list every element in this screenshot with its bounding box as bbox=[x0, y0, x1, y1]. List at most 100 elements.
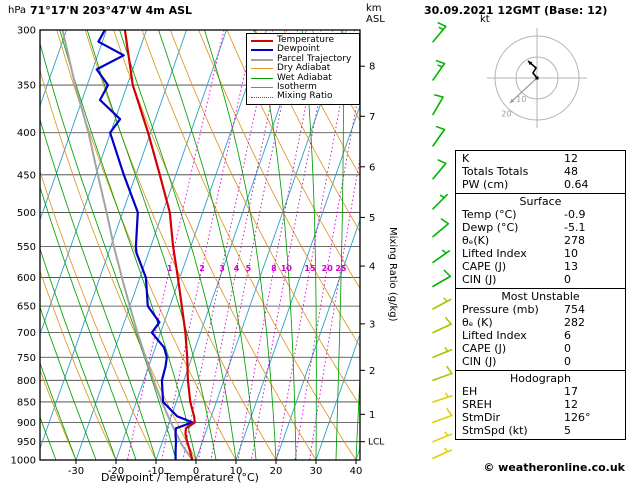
section-title: Most Unstable bbox=[501, 290, 580, 303]
svg-text:3: 3 bbox=[369, 319, 375, 330]
stat-row: CAPE (J) 0 bbox=[456, 342, 625, 355]
temperature-curve bbox=[123, 30, 196, 460]
legend-label: Wet Adiabat bbox=[277, 72, 332, 83]
stat-value: 126° bbox=[564, 411, 591, 424]
stat-row: Totals Totals 48 bbox=[456, 165, 625, 178]
stat-label: StmDir bbox=[462, 411, 501, 424]
temperature-line-swatch bbox=[251, 39, 273, 42]
pressure-unit-label: hPa bbox=[8, 5, 27, 16]
stat-label: CAPE (J) bbox=[462, 260, 507, 273]
dewpoint-line-swatch bbox=[251, 49, 273, 52]
svg-text:8: 8 bbox=[369, 62, 375, 73]
stat-value: 12 bbox=[564, 398, 578, 411]
legend-row-parcel: Parcel Trajectory bbox=[251, 54, 355, 64]
stat-row: Temp (°C) -0.9 bbox=[456, 208, 625, 221]
stat-label: Lifted Index bbox=[462, 247, 527, 260]
copyright-credit: © weatheronline.co.uk bbox=[483, 461, 625, 474]
stat-label: θₑ(K) bbox=[462, 234, 490, 247]
datetime-title: 30.09.2021 12GMT (Base: 12) bbox=[424, 4, 608, 17]
mixing_ratio-line-swatch bbox=[251, 96, 273, 98]
legend-label: Dry Adiabat bbox=[277, 63, 331, 74]
legend-label: Dewpoint bbox=[277, 44, 320, 55]
stat-label: SREH bbox=[462, 398, 492, 411]
svg-text:1000: 1000 bbox=[11, 456, 36, 467]
svg-text:5: 5 bbox=[369, 213, 375, 224]
svg-text:5: 5 bbox=[246, 264, 252, 273]
legend-label: Mixing Ratio bbox=[277, 91, 333, 102]
storm-motion-vector bbox=[509, 77, 538, 104]
svg-text:1: 1 bbox=[369, 410, 375, 421]
stat-row: K 12 bbox=[456, 152, 625, 165]
stat-value: 17 bbox=[564, 385, 578, 398]
dry-adiabat-lines bbox=[40, 30, 360, 460]
stat-row: SREH 12 bbox=[456, 398, 625, 411]
stats-section-surface: Surface Temp (°C) -0.9 Dewp (°C) -5.1 θₑ(K) 27… bbox=[455, 193, 626, 289]
stat-value: -0.9 bbox=[564, 208, 586, 221]
svg-text:800: 800 bbox=[17, 376, 36, 387]
svg-text:1: 1 bbox=[167, 264, 173, 273]
hodograph: 10 20 kt bbox=[480, 14, 587, 128]
svg-text:7: 7 bbox=[369, 112, 375, 123]
isotherm-line-swatch bbox=[251, 87, 273, 89]
svg-text:950: 950 bbox=[17, 437, 36, 448]
sounding-profiles bbox=[61, 30, 196, 460]
legend-row-dry_adiabat: Dry Adiabat bbox=[251, 63, 355, 74]
lcl-label: LCL bbox=[368, 438, 384, 448]
svg-text:700: 700 bbox=[17, 328, 36, 339]
svg-text:650: 650 bbox=[17, 302, 36, 313]
legend-label: Temperature bbox=[277, 35, 335, 45]
svg-text:10: 10 bbox=[281, 264, 293, 273]
stat-value: 0 bbox=[564, 355, 571, 368]
mixing-ratio-lines bbox=[127, 30, 360, 460]
section-title: Surface bbox=[519, 195, 562, 208]
svg-text:15: 15 bbox=[304, 264, 316, 273]
svg-text:4: 4 bbox=[234, 264, 240, 273]
legend-row-temperature: Temperature bbox=[251, 35, 355, 45]
km-tick-labels: 8 7 6 5 4 3 2 1 LCL bbox=[360, 62, 384, 448]
stat-row: θₑ(K) 278 bbox=[456, 234, 625, 247]
stat-row: StmDir 126° bbox=[456, 411, 625, 424]
mixing-ratio-value-labels: 1 2 3 4 5 8 10 15 20 25 bbox=[167, 264, 347, 273]
svg-text:3: 3 bbox=[219, 264, 225, 273]
stat-label: StmSpd (kt) bbox=[462, 424, 528, 437]
svg-text:350: 350 bbox=[17, 81, 36, 92]
wind-barbs bbox=[432, 21, 453, 460]
stat-label: CIN (J) bbox=[462, 273, 497, 286]
pressure-tick-labels: 300 350 400 450 500 550 600 650 700 750 800 850 900 9… bbox=[11, 26, 36, 467]
stat-value: 13 bbox=[564, 260, 578, 273]
stat-value: 754 bbox=[564, 303, 585, 316]
svg-text:2: 2 bbox=[369, 366, 375, 377]
stat-value: 5 bbox=[564, 424, 571, 437]
stat-row: CIN (J) 0 bbox=[456, 355, 625, 368]
plot-border bbox=[39, 29, 361, 461]
legend-row-isotherm: Isotherm bbox=[251, 82, 355, 92]
svg-text:750: 750 bbox=[17, 353, 36, 364]
section-title: Hodograph bbox=[510, 372, 571, 385]
mixing-ratio-axis-label: Mixing Ratio (g/kg) bbox=[387, 227, 398, 322]
hodograph-unit-label: kt bbox=[480, 14, 490, 25]
stats-section-most-unstable: Most Unstable Pressure (mb) 754 θₑ (K) 282 Li… bbox=[455, 288, 626, 371]
stat-label: PW (cm) bbox=[462, 178, 509, 191]
parcel-line-swatch bbox=[251, 58, 273, 61]
stat-value: -5.1 bbox=[564, 221, 586, 234]
svg-text:300: 300 bbox=[17, 26, 36, 37]
svg-text:-30: -30 bbox=[68, 466, 84, 477]
svg-text:-20: -20 bbox=[108, 466, 124, 477]
stat-value: 278 bbox=[564, 234, 585, 247]
svg-text:20: 20 bbox=[501, 110, 511, 119]
stat-label: EH bbox=[462, 385, 478, 398]
stat-label: CAPE (J) bbox=[462, 342, 507, 355]
svg-text:2: 2 bbox=[199, 264, 205, 273]
stat-value: 12 bbox=[564, 152, 578, 165]
svg-text:400: 400 bbox=[17, 128, 36, 139]
stat-value: 10 bbox=[564, 247, 578, 260]
km-axis-unit: km bbox=[366, 3, 382, 14]
wet_adiabat-line-swatch bbox=[251, 77, 273, 79]
stat-row: PW (cm) 0.64 bbox=[456, 178, 625, 191]
stat-value: 6 bbox=[564, 329, 571, 342]
svg-text:-10: -10 bbox=[148, 466, 164, 477]
svg-text:450: 450 bbox=[17, 170, 36, 181]
svg-text:25: 25 bbox=[335, 264, 347, 273]
